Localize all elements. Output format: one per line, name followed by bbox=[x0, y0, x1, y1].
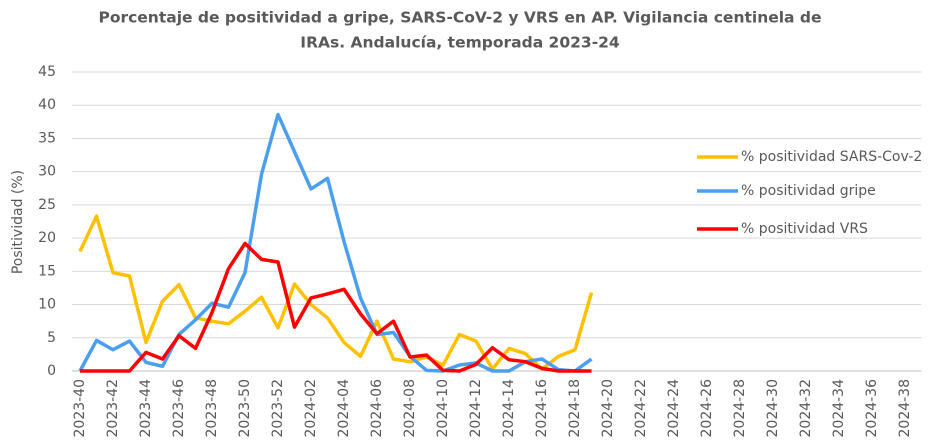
chart-title: IRAs. Andalucía, temporada 2023-24 bbox=[300, 34, 620, 52]
legend-label: % positividad gripe bbox=[741, 183, 876, 199]
y-tick-label: 40 bbox=[38, 97, 56, 113]
x-tick-label: 2024-18 bbox=[567, 379, 583, 438]
x-tick-label: 2024-06 bbox=[369, 379, 385, 438]
x-tick-label: 2024-16 bbox=[534, 379, 550, 438]
x-tick-label: 2024-24 bbox=[666, 379, 682, 438]
x-tick-label: 2024-08 bbox=[402, 379, 418, 438]
x-tick-label: 2023-42 bbox=[105, 379, 121, 438]
x-tick-label: 2024-30 bbox=[765, 379, 781, 438]
x-tick-label: 2024-32 bbox=[798, 379, 814, 438]
x-tick-label: 2024-04 bbox=[336, 379, 352, 438]
x-tick-label: 2024-26 bbox=[699, 379, 715, 438]
x-tick-label: 2023-48 bbox=[204, 379, 220, 438]
x-tick-label: 2024-38 bbox=[897, 379, 913, 438]
x-tick-label: 2024-22 bbox=[633, 379, 649, 438]
y-tick-label: 10 bbox=[38, 297, 56, 313]
legend-label: % positividad VRS bbox=[741, 221, 868, 237]
x-tick-label: 2024-10 bbox=[435, 379, 451, 438]
series-line bbox=[78, 112, 593, 373]
x-tick-label: 2023-40 bbox=[72, 379, 88, 438]
x-tick-label: 2023-50 bbox=[237, 379, 253, 438]
y-tick-label: 0 bbox=[47, 363, 56, 379]
chart-title: Porcentaje de positividad a gripe, SARS-… bbox=[98, 9, 821, 27]
legend-label: % positividad SARS-Cov-2 bbox=[741, 149, 922, 165]
y-tick-label: 20 bbox=[38, 230, 56, 246]
series-line bbox=[78, 214, 594, 371]
y-tick-label: 5 bbox=[47, 330, 56, 346]
y-tick-label: 30 bbox=[38, 164, 56, 180]
x-tick-label: 2024-14 bbox=[501, 379, 517, 438]
x-tick-label: 2024-28 bbox=[732, 379, 748, 438]
x-tick-label: 2024-12 bbox=[468, 379, 484, 438]
x-tick-label: 2023-52 bbox=[270, 379, 286, 438]
y-tick-label: 15 bbox=[38, 263, 56, 279]
x-tick-label: 2024-36 bbox=[864, 379, 880, 438]
x-tick-label: 2023-46 bbox=[171, 379, 187, 438]
y-tick-label: 25 bbox=[38, 197, 56, 213]
y-tick-label: 45 bbox=[38, 64, 56, 80]
x-tick-label: 2024-20 bbox=[600, 379, 616, 438]
x-tick-label: 2024-34 bbox=[831, 379, 847, 438]
x-tick-label: 2023-44 bbox=[138, 379, 154, 438]
x-tick-label: 2024-02 bbox=[303, 379, 319, 438]
y-tick-label: 35 bbox=[38, 130, 56, 146]
series-line bbox=[80, 241, 592, 373]
y-axis-label: Positividad (%) bbox=[10, 170, 26, 274]
